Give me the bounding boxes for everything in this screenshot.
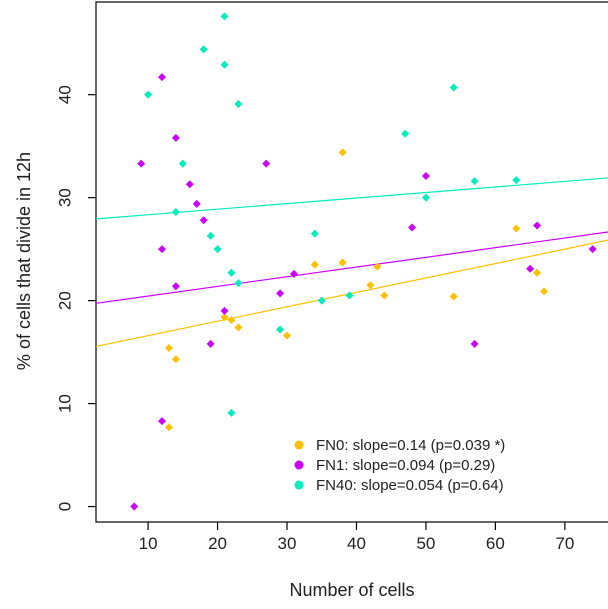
trend-line-fn0 [96, 239, 608, 348]
data-point-fn0 [373, 262, 382, 271]
data-point-fn1 [421, 172, 430, 181]
data-point-fn0 [380, 291, 389, 300]
data-point-fn0 [310, 260, 319, 269]
data-point-fn40 [213, 245, 222, 254]
data-point-fn40 [227, 268, 236, 277]
plot-frame [95, 1, 608, 523]
data-point-fn1 [130, 502, 139, 511]
x-tick-label: 40 [347, 534, 366, 553]
data-point-fn1 [171, 282, 180, 291]
data-point-fn1 [192, 199, 201, 208]
x-axis-label: Number of cells [289, 580, 414, 600]
y-tick-label: 0 [55, 502, 74, 511]
data-point-fn1 [526, 264, 535, 273]
legend-marker-fn1 [294, 460, 304, 470]
data-point-fn40 [234, 99, 243, 108]
data-point-fn1 [157, 245, 166, 254]
axes: 10 20 30 40 50 60 70 0 10 20 30 40 [55, 1, 608, 553]
data-point-fn1 [206, 339, 215, 348]
data-point-fn1 [185, 180, 194, 189]
data-point-fn40 [512, 176, 521, 185]
data-point-fn1 [157, 417, 166, 426]
legend-marker-fn40 [294, 480, 304, 490]
y-tick-label: 10 [55, 394, 74, 413]
legend-label-fn40: FN40: slope=0.054 (p=0.64) [316, 477, 504, 494]
data-point-fn40 [310, 229, 319, 238]
legend-label-fn0: FN0: slope=0.14 (p=0.039 *) [316, 437, 505, 454]
data-point-fn40 [206, 231, 215, 240]
x-tick-label: 30 [278, 534, 297, 553]
data-point-fn1 [588, 245, 597, 254]
data-point-fn1 [157, 73, 166, 82]
data-points [130, 12, 597, 511]
data-point-fn40 [220, 12, 229, 21]
legend-marker-fn0 [294, 440, 304, 450]
data-point-fn40 [276, 325, 285, 334]
y-tick-label: 30 [55, 188, 74, 207]
data-point-fn40 [144, 90, 153, 99]
data-point-fn40 [220, 60, 229, 69]
data-point-fn0 [283, 331, 292, 340]
data-point-fn0 [164, 423, 173, 432]
data-point-fn40 [178, 159, 187, 168]
data-point-fn40 [317, 296, 326, 305]
data-point-fn0 [449, 292, 458, 301]
x-tick-label: 60 [486, 534, 505, 553]
data-point-fn0 [533, 268, 542, 277]
data-point-fn0 [366, 281, 375, 290]
data-point-fn40 [171, 208, 180, 217]
data-point-fn1 [470, 339, 479, 348]
y-tick-label: 20 [55, 291, 74, 310]
x-tick-label: 10 [139, 534, 158, 553]
data-point-fn0 [234, 323, 243, 332]
x-tick-label: 20 [208, 534, 227, 553]
data-point-fn1 [220, 306, 229, 315]
trend-line-fn1 [96, 231, 608, 304]
data-point-fn0 [171, 355, 180, 364]
data-point-fn0 [512, 224, 521, 233]
data-point-fn40 [345, 291, 354, 300]
data-point-fn40 [421, 193, 430, 202]
y-axis-label: % of cells that divide in 12h [14, 152, 34, 370]
data-point-fn1 [262, 159, 271, 168]
data-point-fn1 [289, 269, 298, 278]
data-point-fn0 [220, 313, 229, 322]
legend-label-fn1: FN1: slope=0.094 (p=0.29) [316, 457, 495, 474]
data-point-fn1 [137, 159, 146, 168]
data-point-fn0 [227, 316, 236, 325]
data-point-fn0 [338, 148, 347, 157]
data-point-fn40 [470, 177, 479, 186]
data-point-fn40 [401, 129, 410, 138]
x-tick-label: 50 [416, 534, 435, 553]
data-point-fn1 [199, 216, 208, 225]
y-tick-label: 40 [55, 85, 74, 104]
data-point-fn0 [164, 343, 173, 352]
x-tick-label: 70 [555, 534, 574, 553]
data-point-fn0 [540, 287, 549, 296]
legend: FN0: slope=0.14 (p=0.039 *) FN1: slope=0.… [294, 437, 505, 494]
data-point-fn1 [171, 133, 180, 142]
data-point-fn40 [449, 83, 458, 92]
trend-line-fn40 [96, 177, 608, 220]
data-point-fn40 [227, 408, 236, 417]
trend-lines [96, 177, 608, 348]
data-point-fn0 [338, 258, 347, 267]
data-point-fn40 [234, 279, 243, 288]
data-point-fn1 [408, 223, 417, 232]
data-point-fn40 [199, 45, 208, 54]
data-point-fn1 [276, 289, 285, 298]
data-point-fn1 [533, 221, 542, 230]
